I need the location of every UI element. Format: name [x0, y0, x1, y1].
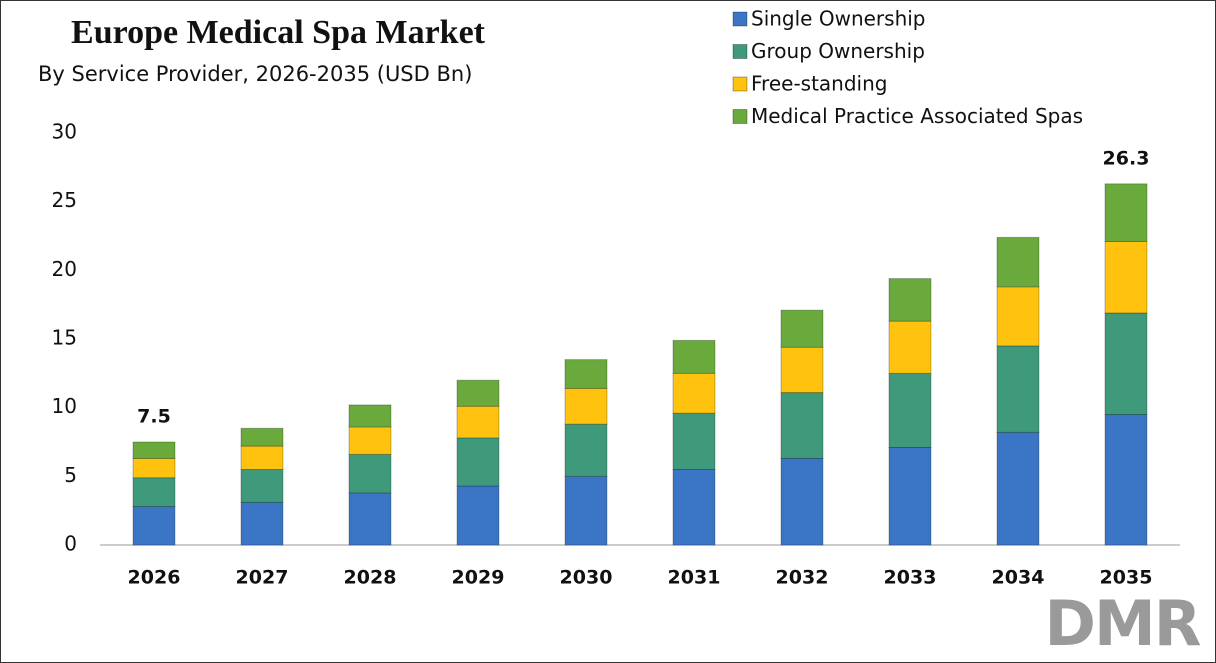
y-tick-label: 25 [52, 188, 77, 212]
x-tick-label: 2030 [560, 567, 613, 589]
bar-segment [348, 453, 392, 494]
chart-title: Europe Medical Spa Market [71, 14, 486, 51]
bar-segment [564, 423, 608, 477]
bar-segment [780, 346, 824, 394]
x-tick-label: 2033 [884, 567, 937, 589]
bar-segment [888, 278, 932, 322]
bar-segment [240, 445, 284, 470]
bar-segment [996, 286, 1040, 347]
logo-text: DMR [1045, 587, 1201, 660]
x-tick-label: 2027 [236, 567, 289, 589]
legend-swatch [732, 76, 748, 92]
bar-segment [348, 404, 392, 428]
x-tick-label: 2026 [128, 567, 181, 589]
total-label: 26.3 [1103, 147, 1150, 169]
bar-segment [456, 405, 500, 439]
y-tick-label: 10 [52, 394, 77, 418]
bar-segment [564, 359, 608, 389]
y-tick-label: 20 [52, 257, 77, 281]
chart-subtitle: By Service Provider, 2026-2035 (USD Bn) [38, 62, 472, 86]
bar-segment [1104, 240, 1148, 314]
x-tick-label: 2034 [992, 567, 1045, 589]
legend-label: Group Ownership [751, 39, 925, 63]
y-tick-label: 5 [64, 463, 77, 487]
legend-label: Free-standing [751, 72, 887, 96]
x-tick-label: 2029 [452, 567, 505, 589]
bar-segment [1104, 183, 1148, 242]
bar-segment [456, 437, 500, 487]
bar-segment [240, 468, 284, 503]
bar-segment [456, 379, 500, 407]
logo: DMR [1045, 587, 1203, 660]
bar-segment [348, 426, 392, 455]
bar-segment [888, 446, 932, 546]
legend-label: Medical Practice Associated Spas [751, 104, 1083, 128]
bar-segment [456, 485, 500, 546]
x-tick-label: 2032 [776, 567, 829, 589]
bar-segment [672, 339, 716, 374]
bar-segment [132, 441, 176, 459]
bar-segment [780, 309, 824, 348]
legend-label: Single Ownership [751, 7, 926, 31]
bar-segment [996, 236, 1040, 288]
bar-segment [888, 320, 932, 374]
bar-segment [672, 468, 716, 546]
bar-segment [1104, 312, 1148, 416]
bar-segment [672, 412, 716, 470]
bar-segment [780, 392, 824, 459]
bar-segment [564, 475, 608, 546]
x-tick-label: 2035 [1100, 567, 1153, 589]
x-tick-label: 2028 [344, 567, 397, 589]
bar-segment [132, 506, 176, 546]
bar-segment [780, 457, 824, 546]
legend-swatch [732, 44, 748, 59]
x-tick-label: 2031 [668, 567, 721, 589]
y-tick-label: 0 [64, 532, 77, 556]
y-tick-label: 30 [52, 120, 77, 144]
legend-swatch [732, 11, 748, 27]
bar-segment [996, 431, 1040, 546]
bar-segment [996, 345, 1040, 433]
bar-segment [348, 492, 392, 546]
bar-segment [888, 372, 932, 448]
bar-segment [564, 387, 608, 425]
bar-segment [132, 477, 176, 508]
bar-segment [1104, 414, 1148, 546]
bar-segment [132, 457, 176, 479]
bar-segment [672, 372, 716, 414]
total-label: 7.5 [137, 406, 171, 428]
bar-segment [240, 501, 284, 546]
legend-swatch [732, 109, 748, 124]
y-tick-label: 15 [52, 326, 77, 350]
bar-segment [240, 427, 284, 447]
